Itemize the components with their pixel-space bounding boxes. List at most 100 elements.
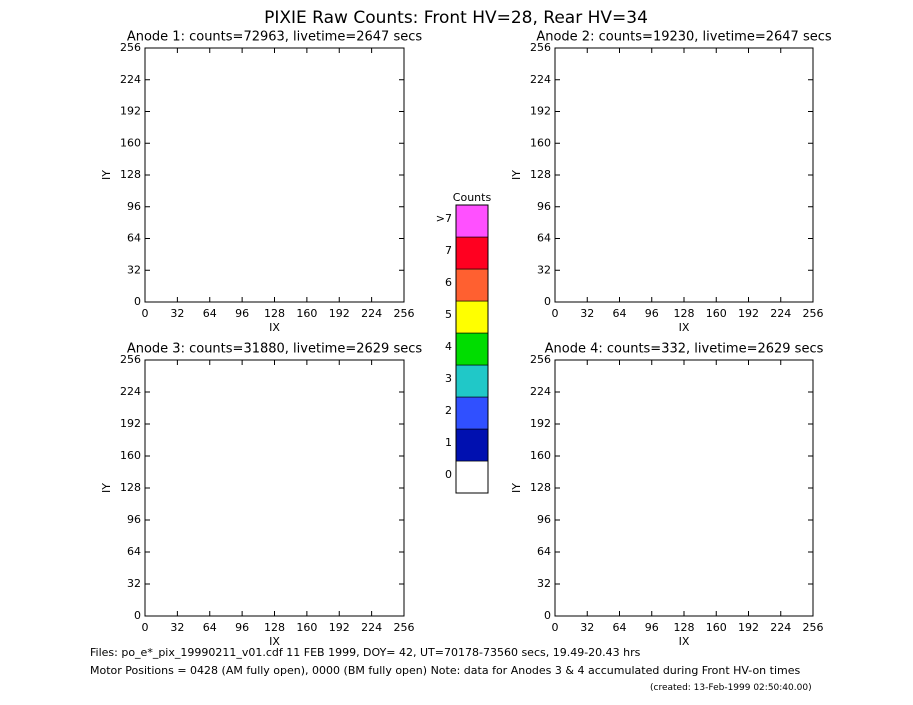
x-tick-label: 256 [803, 307, 824, 320]
colorbar-label: 0 [445, 468, 452, 481]
y-tick-label: 128 [530, 168, 551, 181]
y-tick-label: 224 [530, 385, 551, 398]
y-tick-label: 0 [544, 609, 551, 622]
x-tick-label: 192 [738, 621, 759, 634]
y-tick-label: 224 [530, 73, 551, 86]
x-tick-label: 32 [170, 307, 184, 320]
x-tick-label: 32 [580, 307, 594, 320]
y-tick-label: 128 [120, 168, 141, 181]
panel-title: Anode 2: counts=19230, livetime=2647 sec… [536, 30, 832, 45]
x-tick-label: 32 [170, 621, 184, 634]
y-tick-label: 192 [530, 417, 551, 430]
x-tick-label: 128 [674, 307, 695, 320]
x-tick-label: 96 [645, 621, 659, 634]
footer-files: Files: po_e*_pix_19990211_v01.cdf 11 FEB… [90, 646, 641, 659]
x-tick-label: 128 [674, 621, 695, 634]
colorbar-swatch [455, 204, 489, 238]
y-tick-label: 128 [530, 481, 551, 494]
y-tick-label: 256 [530, 353, 551, 366]
colorbar-title: Counts [453, 191, 492, 204]
x-tick-label: 128 [264, 621, 285, 634]
colorbar-swatch [455, 236, 489, 270]
y-axis-label: IY [510, 483, 523, 493]
x-tick-label: 192 [329, 307, 350, 320]
colorbar-swatch [455, 428, 489, 462]
y-tick-label: 0 [134, 295, 141, 308]
y-tick-label: 32 [537, 577, 551, 590]
y-tick-label: 224 [120, 73, 141, 86]
y-tick-label: 32 [127, 263, 141, 276]
colorbar-swatch [455, 364, 489, 398]
y-tick-label: 96 [127, 513, 141, 526]
y-tick-label: 96 [537, 200, 551, 213]
y-tick-label: 96 [537, 513, 551, 526]
y-tick-label: 160 [120, 449, 141, 462]
panel-title: Anode 4: counts=332, livetime=2629 secs [545, 342, 824, 357]
colorbar-swatch [455, 460, 489, 494]
footer-motor: Motor Positions = 0428 (AM fully open), … [90, 664, 800, 677]
plot-frame [144, 359, 405, 617]
plot-frame [144, 47, 405, 303]
colorbar-swatch [455, 332, 489, 366]
y-tick-label: 192 [120, 417, 141, 430]
colorbar-label: >7 [436, 212, 452, 225]
page-title: PIXIE Raw Counts: Front HV=28, Rear HV=3… [264, 8, 648, 28]
y-axis-label: IY [100, 483, 113, 493]
y-tick-label: 160 [120, 136, 141, 149]
colorbar-label: 4 [445, 340, 452, 353]
colorbar-swatch [455, 300, 489, 334]
x-tick-label: 160 [296, 307, 317, 320]
y-axis-label: IY [100, 170, 113, 180]
panel-title: Anode 1: counts=72963, livetime=2647 sec… [127, 30, 423, 45]
x-tick-label: 224 [361, 307, 382, 320]
x-tick-label: 96 [235, 621, 249, 634]
colorbar-label: 5 [445, 308, 452, 321]
x-tick-label: 64 [203, 621, 217, 634]
x-axis-label: IX [269, 321, 280, 334]
x-tick-label: 96 [645, 307, 659, 320]
y-tick-label: 32 [537, 263, 551, 276]
plot-frame [554, 47, 814, 303]
x-axis-label: IX [269, 635, 280, 648]
x-tick-label: 0 [552, 621, 559, 634]
x-tick-label: 224 [361, 621, 382, 634]
x-tick-label: 160 [296, 621, 317, 634]
y-tick-label: 64 [127, 545, 141, 558]
colorbar-label: 2 [445, 404, 452, 417]
x-tick-label: 160 [706, 307, 727, 320]
colorbar-label: 6 [445, 276, 452, 289]
x-tick-label: 256 [394, 621, 415, 634]
y-tick-label: 64 [537, 232, 551, 245]
x-tick-label: 0 [142, 307, 149, 320]
y-tick-label: 256 [120, 353, 141, 366]
footer-created: (created: 13-Feb-1999 02:50:40.00) [650, 683, 812, 693]
y-tick-label: 256 [530, 41, 551, 54]
colorbar-label: 3 [445, 372, 452, 385]
x-tick-label: 160 [706, 621, 727, 634]
x-tick-label: 224 [770, 307, 791, 320]
y-tick-label: 128 [120, 481, 141, 494]
x-tick-label: 128 [264, 307, 285, 320]
x-tick-label: 256 [394, 307, 415, 320]
y-axis-label: IY [510, 170, 523, 180]
colorbar-swatch [455, 268, 489, 302]
x-tick-label: 224 [770, 621, 791, 634]
y-tick-label: 32 [127, 577, 141, 590]
y-tick-label: 160 [530, 136, 551, 149]
x-tick-label: 64 [613, 621, 627, 634]
y-tick-label: 192 [530, 105, 551, 118]
y-tick-label: 224 [120, 385, 141, 398]
y-tick-label: 96 [127, 200, 141, 213]
x-tick-label: 0 [142, 621, 149, 634]
x-tick-label: 0 [552, 307, 559, 320]
colorbar-label: 1 [445, 436, 452, 449]
y-tick-label: 0 [134, 609, 141, 622]
x-tick-label: 192 [738, 307, 759, 320]
colorbar-label: 7 [445, 244, 452, 257]
x-tick-label: 192 [329, 621, 350, 634]
x-tick-label: 64 [613, 307, 627, 320]
colorbar-swatch [455, 396, 489, 430]
colorbar-frame [455, 204, 489, 494]
y-tick-label: 256 [120, 41, 141, 54]
y-tick-label: 64 [537, 545, 551, 558]
